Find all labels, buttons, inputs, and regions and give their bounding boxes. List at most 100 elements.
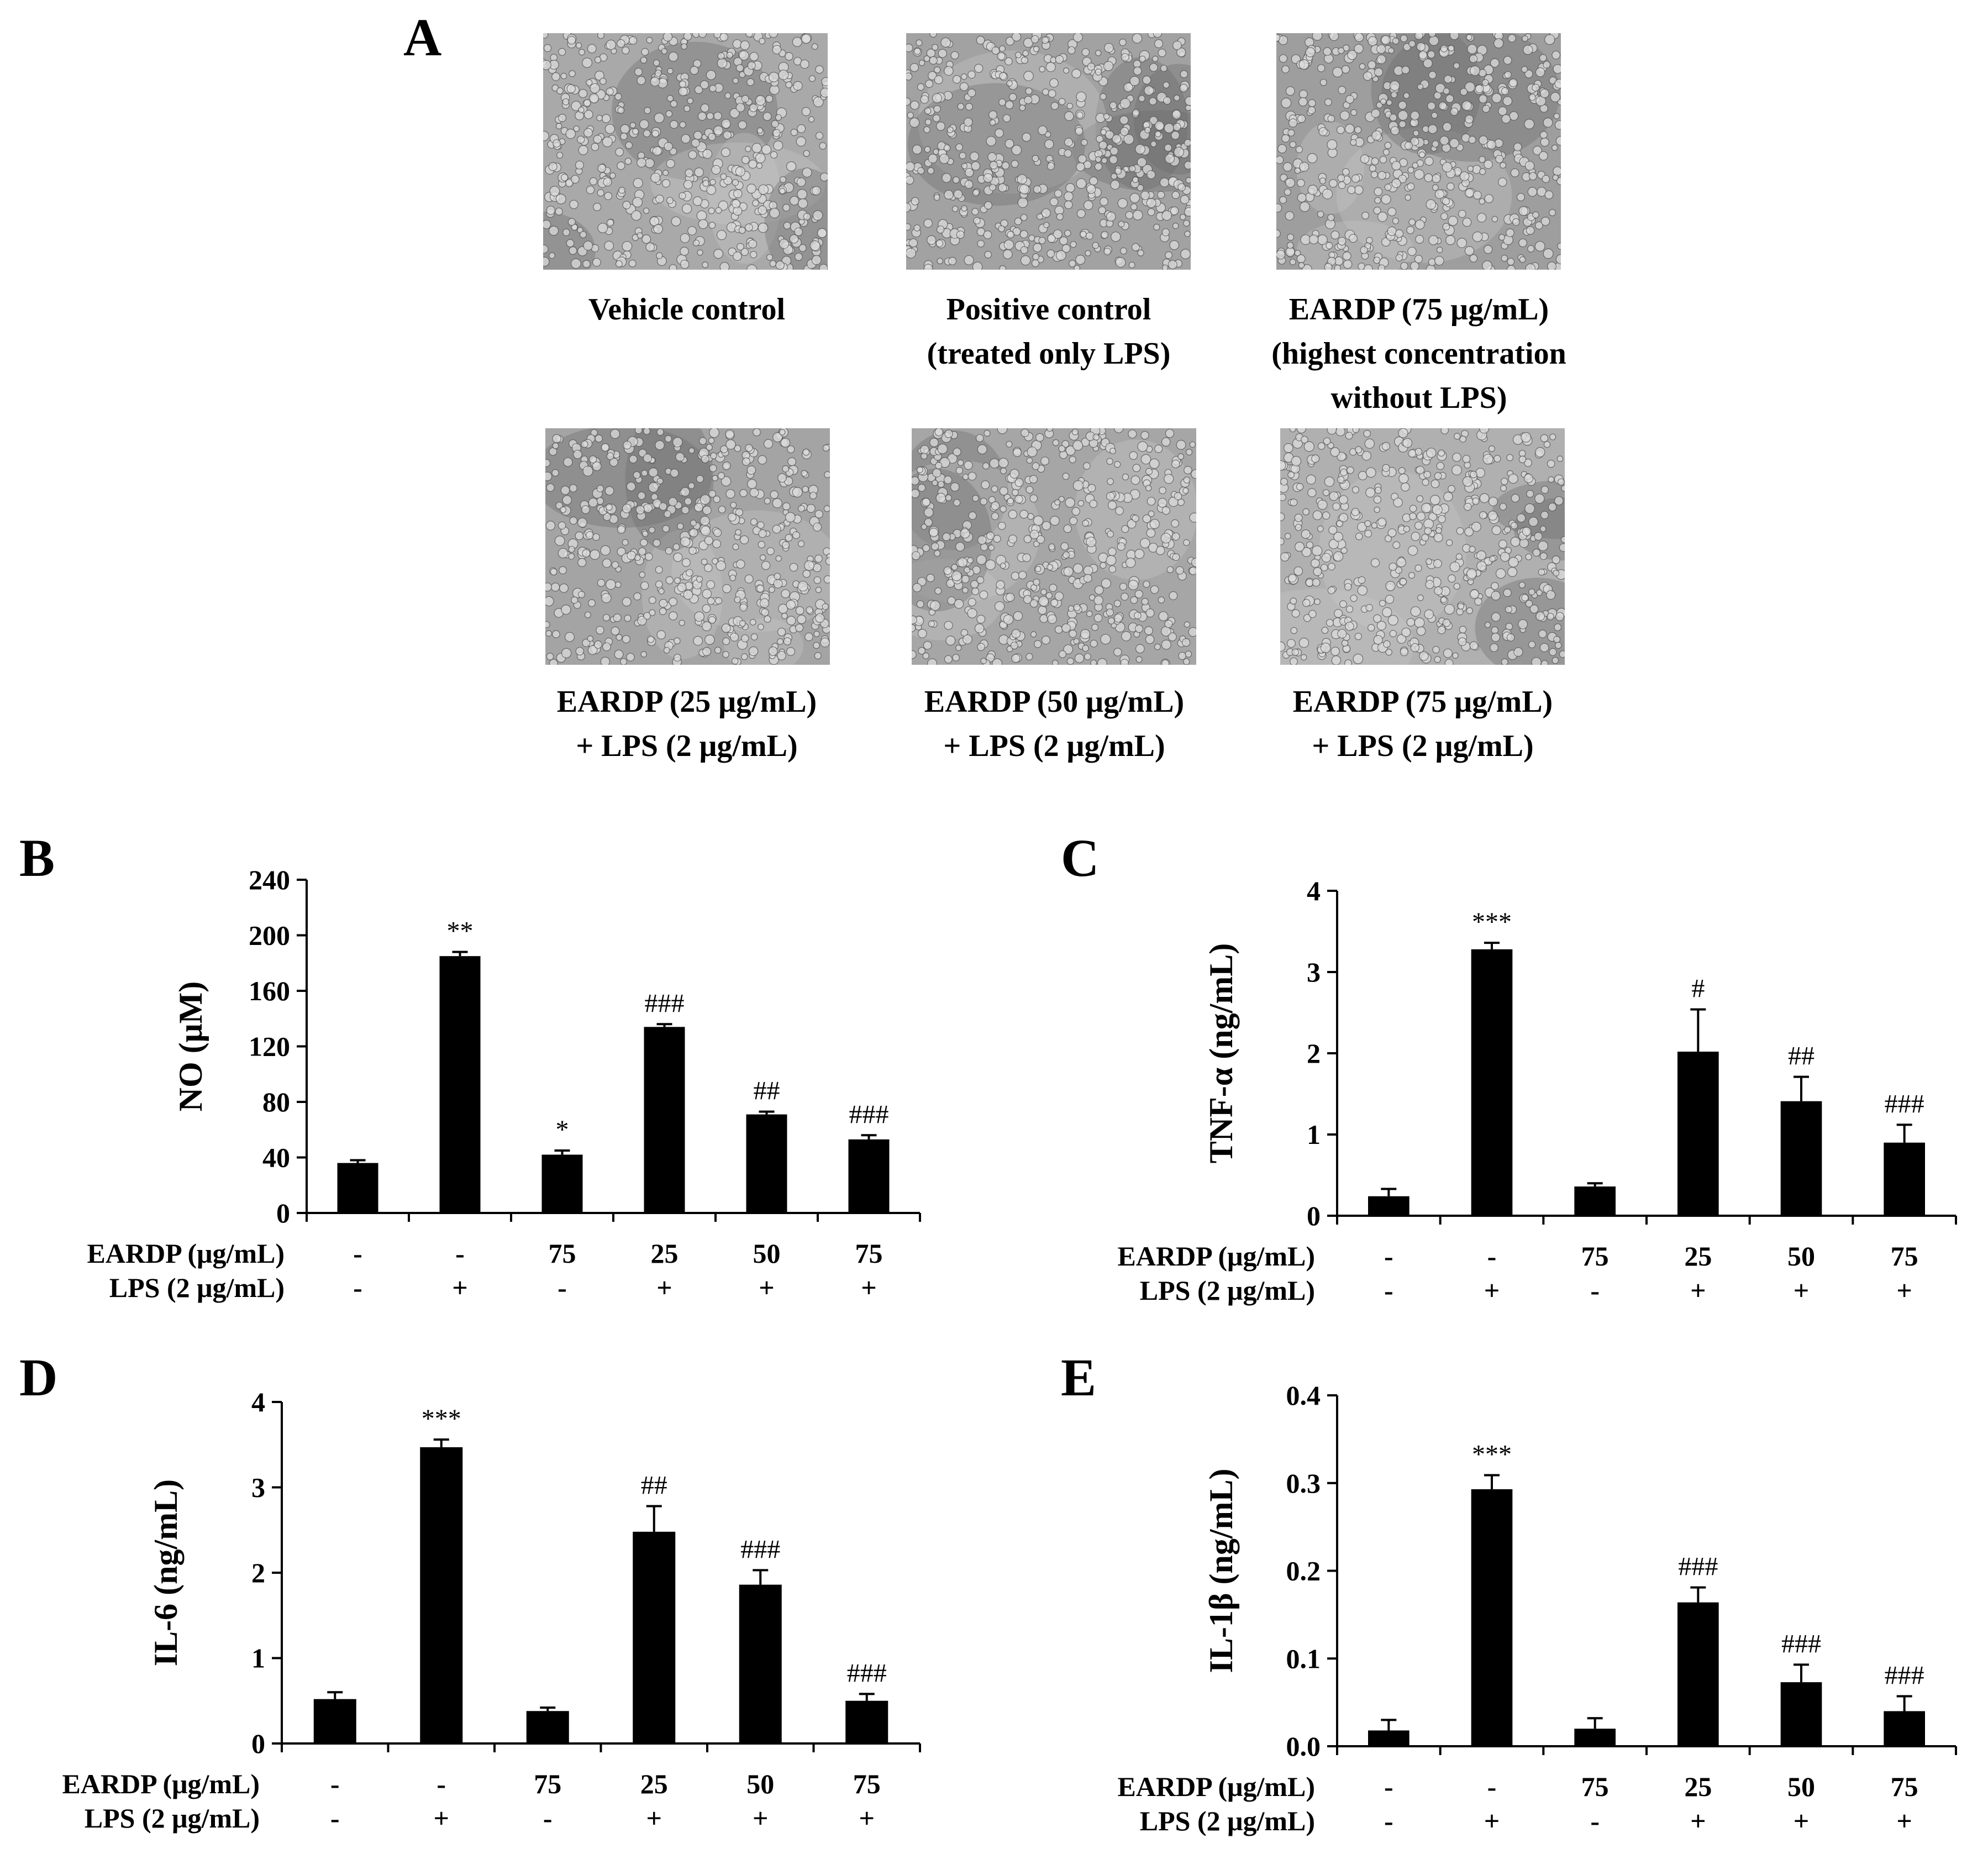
micrograph-texture bbox=[912, 428, 1196, 665]
y-axis-label: TNF-α (ng/mL) bbox=[1203, 943, 1239, 1163]
bar bbox=[848, 1139, 890, 1213]
caption-line: + LPS (2 μg/mL) bbox=[943, 729, 1165, 763]
lps-value: - bbox=[330, 1803, 340, 1834]
micrograph-texture bbox=[1280, 428, 1565, 665]
lps-value: + bbox=[1690, 1275, 1706, 1306]
significance-label: ### bbox=[1885, 1089, 1924, 1118]
y-axis-label: NO (μM) bbox=[172, 981, 209, 1112]
bar bbox=[1677, 1602, 1719, 1746]
lps-value: - bbox=[1384, 1805, 1393, 1836]
lps-value: + bbox=[759, 1272, 775, 1303]
caption-line: EARDP (25 μg/mL) bbox=[556, 685, 817, 719]
micrograph-texture bbox=[543, 33, 828, 270]
caption-line: EARDP (75 μg/mL) bbox=[1292, 685, 1553, 719]
bar bbox=[1884, 1711, 1925, 1746]
bar bbox=[420, 1447, 463, 1743]
bar bbox=[313, 1699, 356, 1743]
eardp-value: 75 bbox=[534, 1768, 561, 1799]
bar bbox=[746, 1114, 787, 1213]
eardp-value: 75 bbox=[549, 1238, 576, 1269]
micrograph-positive-control bbox=[906, 33, 1191, 270]
caption-line: EARDP (75 μg/mL) bbox=[1288, 292, 1549, 327]
eardp-value: - bbox=[1487, 1241, 1497, 1272]
eardp-value: 50 bbox=[1787, 1771, 1815, 1802]
lps-value: + bbox=[1896, 1805, 1912, 1836]
y-tick-label: 3 bbox=[1307, 957, 1321, 988]
significance-label: *** bbox=[422, 1404, 461, 1433]
lps-value: + bbox=[452, 1272, 468, 1303]
bar bbox=[337, 1163, 378, 1213]
eardp-row-label: EARDP (μg/mL) bbox=[62, 1768, 260, 1799]
lps-value: + bbox=[1794, 1805, 1810, 1836]
bar bbox=[541, 1154, 583, 1213]
lps-value: + bbox=[1484, 1275, 1500, 1306]
lps-row-label: LPS (2 μg/mL) bbox=[109, 1272, 285, 1303]
eardp-value: - bbox=[1487, 1771, 1497, 1802]
eardp-value: - bbox=[330, 1768, 340, 1799]
y-tick-label: 3 bbox=[251, 1472, 265, 1503]
bar bbox=[1471, 1489, 1513, 1746]
lps-value: + bbox=[656, 1272, 672, 1303]
bar bbox=[1574, 1186, 1616, 1216]
panel-a-letter: A bbox=[403, 8, 442, 67]
lps-value: - bbox=[558, 1272, 567, 1303]
bar bbox=[439, 956, 481, 1213]
caption-vehicle-control: Vehicle control bbox=[493, 287, 880, 332]
bar bbox=[1574, 1729, 1616, 1746]
lps-value: - bbox=[1590, 1275, 1600, 1306]
bar bbox=[1368, 1730, 1410, 1746]
y-tick-label: 200 bbox=[249, 920, 290, 951]
micrograph-texture bbox=[906, 33, 1191, 270]
caption-line: Vehicle control bbox=[588, 292, 786, 327]
significance-label: ### bbox=[1885, 1661, 1924, 1690]
eardp-value: - bbox=[455, 1238, 465, 1269]
significance-label: ## bbox=[754, 1076, 780, 1106]
caption-eardp-25-lps: EARDP (25 μg/mL) + LPS (2 μg/mL) bbox=[493, 680, 880, 768]
significance-label: ### bbox=[1678, 1552, 1718, 1582]
y-tick-label: 80 bbox=[262, 1086, 290, 1117]
eardp-value: 25 bbox=[640, 1768, 668, 1799]
eardp-row-label: EARDP (μg/mL) bbox=[1118, 1771, 1316, 1802]
significance-label: ## bbox=[1788, 1042, 1815, 1071]
lps-value: + bbox=[434, 1803, 450, 1834]
eardp-value: - bbox=[353, 1238, 362, 1269]
bar bbox=[1780, 1682, 1822, 1746]
lps-value: + bbox=[646, 1803, 662, 1834]
panel-letter-e: E bbox=[1061, 1348, 1096, 1407]
significance-label: * bbox=[556, 1115, 569, 1144]
micrograph-eardp-75-lps bbox=[1280, 428, 1565, 665]
bar bbox=[633, 1531, 676, 1743]
y-axis-label: IL-1β (ng/mL) bbox=[1203, 1469, 1239, 1673]
bar bbox=[1471, 949, 1513, 1216]
significance-label: ### bbox=[849, 1100, 889, 1129]
y-tick-label: 0.3 bbox=[1286, 1468, 1321, 1499]
y-tick-label: 0.0 bbox=[1286, 1731, 1321, 1762]
significance-label: ### bbox=[740, 1535, 780, 1564]
y-tick-label: 4 bbox=[251, 1386, 265, 1417]
micrograph-eardp-25-lps bbox=[545, 428, 830, 665]
caption-positive-control: Positive control (treated only LPS) bbox=[855, 287, 1242, 376]
y-tick-label: 120 bbox=[249, 1031, 290, 1062]
eardp-row-label: EARDP (μg/mL) bbox=[1118, 1241, 1316, 1272]
eardp-value: 75 bbox=[855, 1238, 883, 1269]
y-tick-label: 40 bbox=[262, 1142, 290, 1173]
significance-label: ### bbox=[645, 989, 685, 1018]
lps-value: + bbox=[1690, 1805, 1706, 1836]
eardp-value: - bbox=[436, 1768, 446, 1799]
y-tick-label: 0.1 bbox=[1286, 1643, 1321, 1674]
bar bbox=[1368, 1196, 1410, 1216]
lps-value: - bbox=[543, 1803, 553, 1834]
eardp-value: - bbox=[1384, 1771, 1393, 1802]
significance-label: ### bbox=[847, 1658, 887, 1688]
lps-row-label: LPS (2 μg/mL) bbox=[85, 1803, 260, 1834]
lps-value: - bbox=[1384, 1275, 1393, 1306]
micrograph-eardp-75-no-lps bbox=[1276, 33, 1561, 270]
bar bbox=[845, 1700, 888, 1743]
caption-line: (highest concentration bbox=[1271, 337, 1566, 371]
y-tick-label: 0 bbox=[276, 1198, 290, 1228]
eardp-value: 75 bbox=[1891, 1241, 1918, 1272]
lps-value: + bbox=[859, 1803, 875, 1834]
y-tick-label: 0.2 bbox=[1286, 1556, 1321, 1587]
y-tick-label: 2 bbox=[251, 1557, 265, 1588]
eardp-value: 50 bbox=[753, 1238, 781, 1269]
